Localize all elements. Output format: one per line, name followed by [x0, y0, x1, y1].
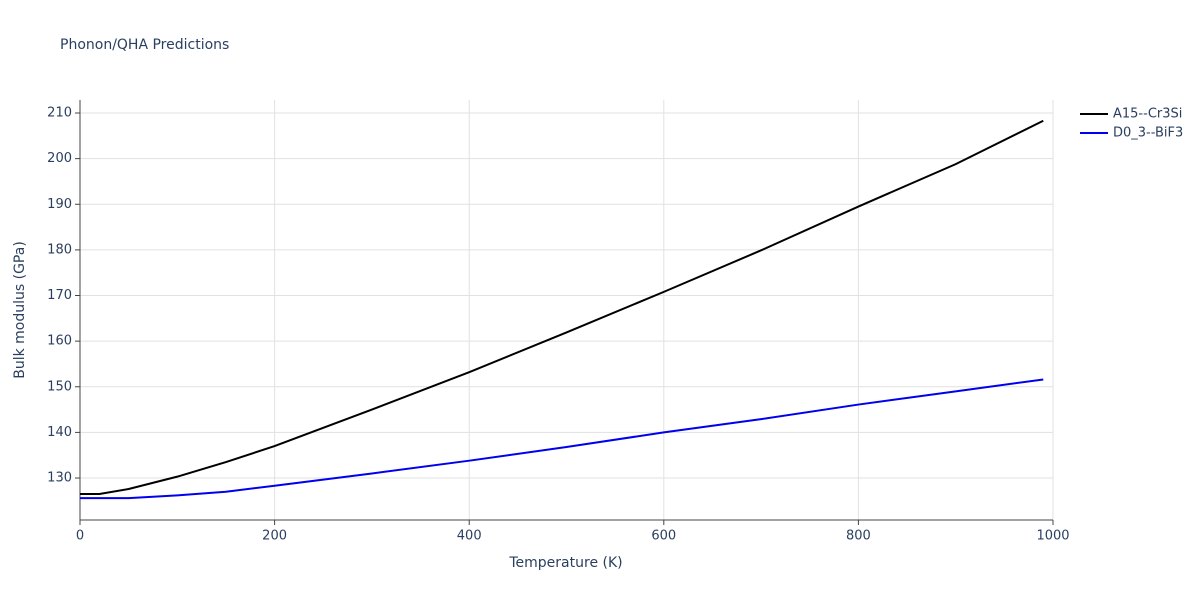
y-axis-title: Bulk modulus (GPa) [12, 241, 28, 379]
y-tick-label: 160 [47, 334, 72, 349]
x-tick-label: 400 [457, 529, 482, 544]
y-tick-label: 150 [47, 379, 72, 394]
y-tick-label: 180 [47, 242, 72, 257]
x-axis-title: Temperature (K) [508, 555, 622, 571]
line [80, 119, 1044, 495]
y-tick-label: 170 [47, 288, 72, 303]
y-tick-label: 130 [47, 471, 72, 486]
x-tick-label: 0 [76, 529, 84, 544]
y-tick-label: 190 [47, 197, 72, 212]
chart-title: Phonon/QHA Predictions [60, 37, 229, 53]
x-tick-label: 200 [262, 529, 287, 544]
legend-label: D0_3--BiF3 [1113, 126, 1183, 141]
x-tick-label: 600 [651, 529, 676, 544]
x-tick-label: 1000 [1036, 529, 1069, 544]
x-tick-label: 800 [846, 529, 871, 544]
y-tick-label: 200 [47, 151, 72, 166]
legend-label: A15--Cr3Si [1113, 107, 1182, 122]
line [80, 378, 1044, 500]
y-tick-label: 210 [47, 106, 72, 121]
y-tick-label: 140 [47, 425, 72, 440]
